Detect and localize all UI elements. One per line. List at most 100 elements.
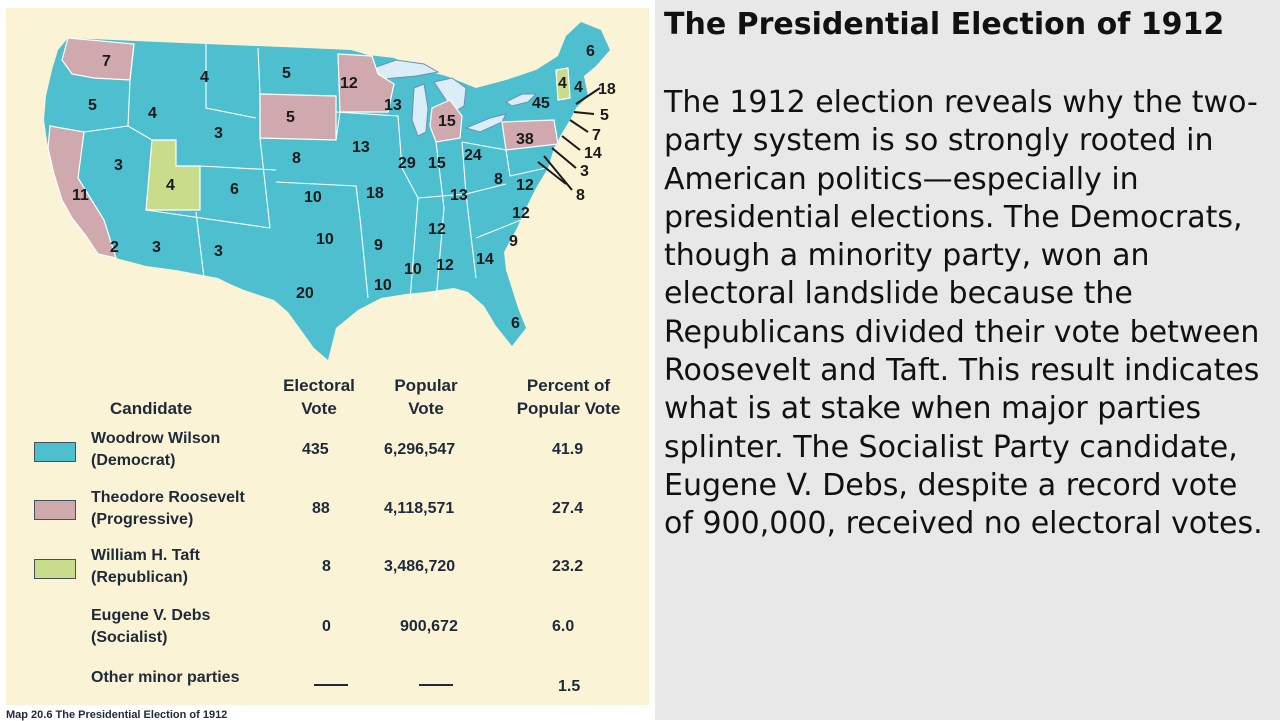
label-ar: 9 bbox=[374, 237, 383, 254]
swatch-taft bbox=[34, 559, 76, 579]
wilson-electoral: 435 bbox=[302, 441, 329, 458]
header-percent-line1: Percent of bbox=[526, 376, 611, 395]
us-election-map: 7 5 11 4 3 4 4 3 6 5 5 8 10 10 20 12 13 … bbox=[44, 22, 616, 360]
label-az: 3 bbox=[152, 239, 161, 256]
label-ny: 45 bbox=[532, 95, 550, 112]
label-tx: 20 bbox=[296, 285, 314, 302]
other-electoral-dash bbox=[314, 684, 348, 686]
lake-huron bbox=[433, 77, 467, 113]
wilson-name: Woodrow Wilson bbox=[91, 430, 221, 447]
label-il: 29 bbox=[398, 155, 416, 172]
text-panel: The Presidential Election of 1912 The 19… bbox=[655, 0, 1280, 720]
state-pa bbox=[501, 119, 559, 151]
header-popular: Popular Vote bbox=[381, 374, 471, 420]
label-vt: 4 bbox=[558, 75, 567, 92]
other-percent: 1.5 bbox=[558, 678, 581, 695]
slide-title: The Presidential Election of 1912 bbox=[664, 7, 1225, 42]
debs-popular: 900,672 bbox=[400, 618, 458, 635]
state-vt bbox=[555, 67, 571, 101]
label-pa: 38 bbox=[516, 131, 534, 148]
label-mn: 12 bbox=[340, 75, 358, 92]
lake-erie bbox=[464, 113, 507, 133]
label-me: 6 bbox=[586, 43, 595, 60]
debs-name: Eugene V. Debs bbox=[91, 607, 211, 624]
label-va: 12 bbox=[516, 177, 534, 194]
electoral-vote-labels: 7 5 11 4 3 4 4 3 6 5 5 8 10 10 20 12 13 … bbox=[72, 43, 616, 332]
wilson-popular: 6,296,547 bbox=[384, 441, 456, 458]
label-fl: 6 bbox=[511, 315, 520, 332]
label-nc: 12 bbox=[512, 205, 530, 222]
wilson-percent: 41.9 bbox=[552, 441, 584, 458]
header-percent: Percent of Popular Vote bbox=[501, 374, 636, 420]
label-ca: 11 bbox=[72, 187, 89, 204]
label-nv: 3 bbox=[114, 157, 123, 174]
header-percent-line2: Popular Vote bbox=[516, 399, 621, 418]
label-sd: 5 bbox=[286, 109, 295, 126]
label-sc: 9 bbox=[509, 233, 518, 250]
roosevelt-popular: 4,118,571 bbox=[384, 500, 455, 517]
label-ks: 10 bbox=[304, 189, 322, 206]
label-nd: 5 bbox=[282, 65, 291, 82]
roosevelt-party: (Progressive) bbox=[91, 511, 194, 528]
lake-michigan bbox=[411, 83, 429, 137]
label-mi: 15 bbox=[438, 113, 456, 130]
label-nh: 4 bbox=[574, 79, 583, 96]
leader-lines bbox=[537, 87, 601, 191]
roosevelt-percent: 27.4 bbox=[552, 500, 584, 517]
header-candidate: Candidate bbox=[110, 399, 193, 418]
label-ga: 14 bbox=[476, 251, 494, 268]
swatch-roosevelt bbox=[34, 500, 76, 520]
row-debs-name: Eugene V. Debs (Socialist) bbox=[91, 605, 210, 649]
label-dc: 2 bbox=[110, 239, 119, 256]
label-in: 15 bbox=[428, 155, 446, 172]
header-electoral-line1: Electoral bbox=[283, 376, 355, 395]
label-al: 12 bbox=[436, 257, 454, 274]
row-roosevelt-name: Theodore Roosevelt (Progressive) bbox=[91, 487, 245, 531]
header-popular-line2: Vote bbox=[408, 399, 444, 418]
slide-body: The 1912 election reveals why the two-pa… bbox=[664, 85, 1263, 542]
label-md: 8 bbox=[576, 187, 585, 204]
label-or: 5 bbox=[88, 97, 97, 114]
state-ca bbox=[47, 125, 117, 259]
header-electoral-line2: Vote bbox=[301, 399, 337, 418]
state-wa bbox=[61, 37, 135, 81]
label-ok: 10 bbox=[316, 231, 334, 248]
label-ne: 8 bbox=[292, 150, 301, 167]
row-taft-name: William H. Taft (Republican) bbox=[91, 545, 200, 589]
other-name: Other minor parties bbox=[91, 669, 240, 686]
label-wy: 3 bbox=[214, 125, 223, 142]
state-mi bbox=[429, 99, 463, 143]
header-electoral: Electoral Vote bbox=[274, 374, 364, 420]
taft-popular: 3,486,720 bbox=[384, 558, 456, 575]
label-ut: 4 bbox=[166, 177, 175, 194]
label-ri: 5 bbox=[600, 107, 609, 124]
label-co: 6 bbox=[230, 181, 239, 198]
roosevelt-name: Theodore Roosevelt bbox=[91, 489, 245, 506]
label-ma: 18 bbox=[598, 81, 616, 98]
wilson-party: (Democrat) bbox=[91, 452, 176, 469]
taft-party: (Republican) bbox=[91, 569, 188, 586]
map-slide-left: 7 5 11 4 3 4 4 3 6 5 5 8 10 10 20 12 13 … bbox=[6, 8, 649, 721]
state-sd bbox=[259, 93, 337, 141]
label-mo: 18 bbox=[366, 185, 384, 202]
other-popular-dash bbox=[419, 684, 453, 686]
taft-electoral: 8 bbox=[322, 558, 331, 575]
label-ia: 13 bbox=[352, 139, 370, 156]
label-id: 4 bbox=[148, 105, 157, 122]
label-ct: 7 bbox=[592, 127, 601, 144]
taft-name: William H. Taft bbox=[91, 547, 200, 564]
debs-party: (Socialist) bbox=[91, 629, 168, 646]
label-la: 10 bbox=[374, 277, 392, 294]
header-popular-line1: Popular bbox=[394, 376, 458, 395]
roosevelt-electoral: 88 bbox=[312, 500, 330, 517]
state-borders bbox=[83, 43, 547, 301]
debs-electoral: 0 bbox=[322, 618, 331, 635]
swatch-wilson bbox=[34, 442, 76, 462]
label-nm: 3 bbox=[214, 243, 223, 260]
label-wa: 7 bbox=[102, 53, 111, 70]
map-figure: 7 5 11 4 3 4 4 3 6 5 5 8 10 10 20 12 13 … bbox=[6, 8, 649, 705]
debs-percent: 6.0 bbox=[552, 618, 575, 635]
map-caption: Map 20.6 The Presidential Election of 19… bbox=[6, 709, 228, 721]
label-mt: 4 bbox=[200, 69, 209, 86]
label-ms: 10 bbox=[404, 261, 422, 278]
